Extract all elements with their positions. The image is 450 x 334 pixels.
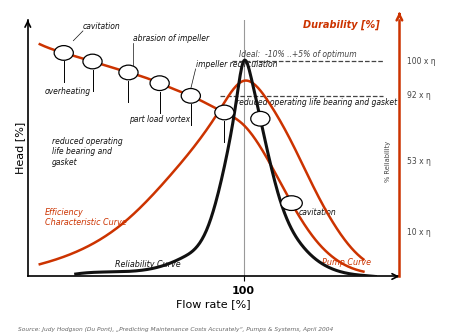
Text: 53 x η: 53 x η: [407, 157, 431, 166]
Text: overheating: overheating: [45, 87, 91, 96]
Ellipse shape: [150, 76, 169, 91]
Text: 92 x η: 92 x η: [407, 91, 431, 100]
Text: cavitation: cavitation: [299, 208, 337, 217]
Ellipse shape: [281, 196, 302, 210]
Text: cavitation: cavitation: [83, 22, 121, 31]
Text: Reliability Curve: Reliability Curve: [115, 260, 180, 269]
Text: Ideal:  -10% ..+5% of optimum: Ideal: -10% ..+5% of optimum: [239, 50, 356, 59]
Text: Durability [%]: Durability [%]: [303, 19, 380, 29]
Ellipse shape: [215, 105, 234, 120]
Text: 10 x η: 10 x η: [407, 228, 431, 237]
Text: reduced operating life bearing and gasket: reduced operating life bearing and gaske…: [236, 98, 397, 107]
Text: % Reliability: % Reliability: [385, 140, 391, 181]
Text: abrasion of impeller: abrasion of impeller: [133, 34, 209, 43]
Text: 100 x η: 100 x η: [407, 57, 436, 66]
X-axis label: Flow rate [%]: Flow rate [%]: [176, 299, 251, 309]
Text: part load vortex: part load vortex: [129, 115, 190, 124]
Ellipse shape: [83, 54, 102, 69]
Text: Source: Judy Hodgson (Du Pont), „Predicting Maintenance Costs Accurately“, Pumps: Source: Judy Hodgson (Du Pont), „Predict…: [18, 327, 333, 332]
Text: reduced operating
life bearing and
gasket: reduced operating life bearing and gaske…: [52, 137, 122, 167]
Ellipse shape: [119, 65, 138, 80]
Text: Efficiency
Characteristic Curve: Efficiency Characteristic Curve: [45, 208, 126, 227]
Ellipse shape: [251, 112, 270, 126]
Text: Pump Curve: Pump Curve: [322, 258, 371, 267]
Ellipse shape: [181, 89, 200, 103]
Ellipse shape: [54, 46, 73, 60]
Text: impeller recirculation: impeller recirculation: [196, 60, 277, 69]
Y-axis label: Head [%]: Head [%]: [15, 122, 25, 174]
